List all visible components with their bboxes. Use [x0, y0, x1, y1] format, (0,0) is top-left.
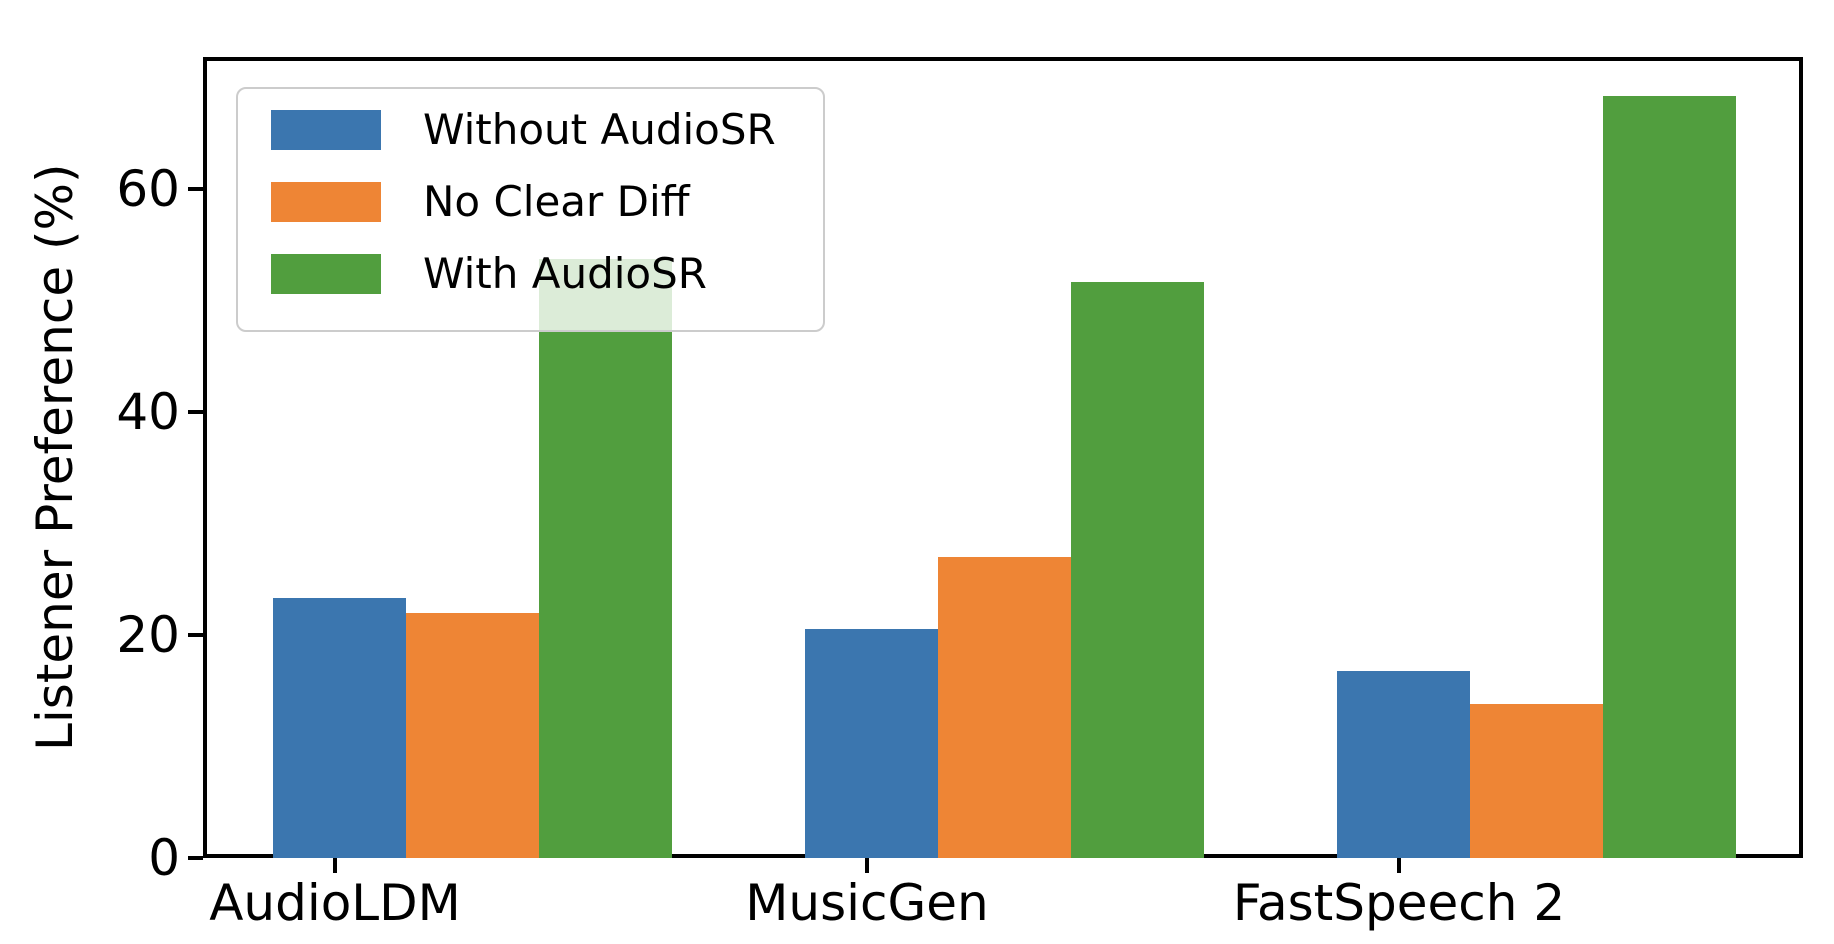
- legend-label: With AudioSR: [423, 249, 707, 298]
- legend-label: No Clear Diff: [423, 177, 690, 226]
- x-tick-mark: [333, 858, 337, 873]
- bar-with-audiosr: [1602, 96, 1736, 858]
- legend: Without AudioSR No Clear Diff With AudioSR: [236, 87, 825, 332]
- legend-label: Without AudioSR: [423, 105, 776, 154]
- y-tick-label: 40: [116, 382, 180, 441]
- bar-no-clear-diff: [1469, 704, 1603, 858]
- legend-entry: No Clear Diff: [271, 181, 793, 223]
- legend-swatch-icon: [271, 254, 381, 294]
- bar-with-audiosr: [1070, 282, 1204, 858]
- bar-with-audiosr: [538, 258, 672, 858]
- y-tick-mark: [188, 186, 203, 191]
- y-tick-label: 60: [116, 159, 180, 218]
- bar-without-audiosr: [272, 598, 406, 858]
- x-tick-mark: [1397, 858, 1401, 873]
- y-tick-mark: [188, 856, 203, 860]
- y-tick-mark: [188, 409, 203, 414]
- x-tick-mark: [865, 858, 869, 873]
- legend-entry: Without AudioSR: [271, 109, 793, 151]
- y-tick-label: 20: [116, 605, 180, 664]
- legend-entry: With AudioSR: [271, 253, 793, 295]
- legend-swatch-icon: [271, 182, 381, 222]
- y-tick-mark: [188, 632, 203, 637]
- bar-no-clear-diff: [405, 612, 539, 858]
- bar-without-audiosr: [1336, 670, 1470, 858]
- x-tick-label: MusicGen: [745, 874, 989, 932]
- y-axis-label: Listener Preference (%): [26, 163, 84, 752]
- bar-without-audiosr: [804, 629, 938, 858]
- plot-area: Without AudioSR No Clear Diff With AudioSR: [203, 57, 1803, 858]
- x-tick-label: AudioLDM: [209, 874, 461, 932]
- x-tick-label: FastSpeech 2: [1232, 874, 1566, 932]
- y-tick-label: 0: [148, 829, 180, 887]
- legend-swatch-icon: [271, 110, 381, 150]
- bar-no-clear-diff: [937, 556, 1071, 858]
